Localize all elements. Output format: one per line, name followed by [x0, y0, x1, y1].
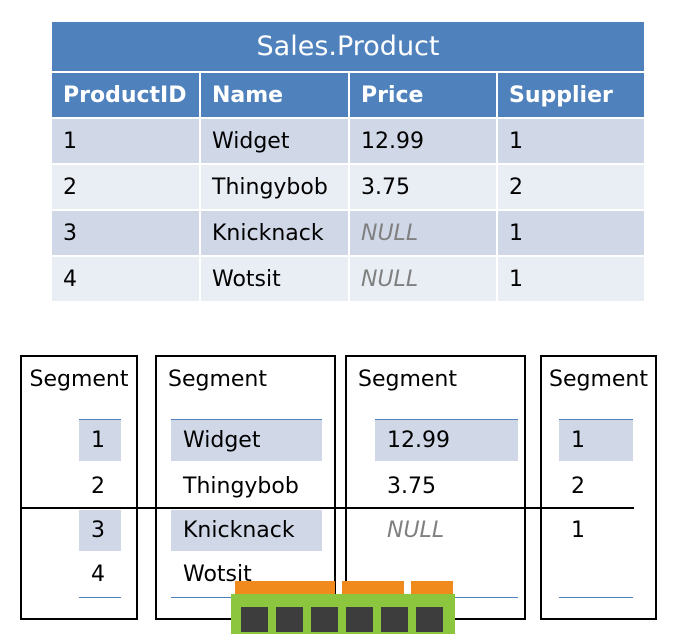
- segment-value: 1: [571, 518, 585, 543]
- chip-cell: [346, 607, 373, 632]
- segment-value: Thingybob: [183, 474, 299, 499]
- table-title: Sales.Product: [49, 20, 647, 73]
- table-cell: 2: [50, 163, 201, 211]
- segment-productid: Segment 1 2 3 4: [20, 355, 138, 620]
- table-cell: Knicknack: [199, 209, 350, 257]
- table-cell: 1: [495, 117, 647, 165]
- table-cell: Widget: [199, 117, 350, 165]
- segment-value: Knicknack: [171, 510, 322, 551]
- segment-value: 1: [559, 420, 633, 461]
- chip-pin: [342, 581, 404, 595]
- table-cell: 2: [495, 163, 647, 211]
- segment-rule: [559, 419, 633, 420]
- rowgroup-divider-line: [20, 507, 634, 509]
- segment-rule: [79, 419, 121, 420]
- segment-rule: [375, 419, 518, 420]
- table-row: 3 Knicknack NULL 1: [50, 209, 647, 257]
- table-cell: 1: [50, 117, 201, 165]
- segment-title: Segment: [29, 367, 129, 392]
- segment-value: 1: [79, 420, 121, 461]
- column-header: Supplier: [495, 71, 647, 119]
- segment-title: Segment: [168, 367, 267, 392]
- segment-price: Segment 12.99 3.75 NULL: [345, 355, 526, 620]
- segment-value: 4: [91, 562, 105, 587]
- product-table: Sales.Product ProductID Name Price Suppl…: [49, 20, 647, 303]
- chip-cell: [241, 607, 268, 632]
- segment-rule: [171, 419, 322, 420]
- segment-rule: [559, 597, 633, 598]
- column-header: ProductID: [50, 71, 201, 119]
- segment-value: Widget: [171, 420, 322, 461]
- chip-cell: [381, 607, 408, 632]
- table-row: 2 Thingybob 3.75 2: [50, 163, 647, 211]
- column-header: Price: [348, 71, 498, 119]
- segment-value: 2: [91, 474, 105, 499]
- segment-value: 3.75: [387, 474, 436, 499]
- segment-supplier: Segment 1 2 1: [540, 355, 657, 620]
- chip-cell: [416, 607, 443, 632]
- table-cell: 4: [50, 255, 201, 303]
- table-row: 4 Wotsit NULL 1: [50, 255, 647, 303]
- segment-value: 2: [571, 474, 585, 499]
- table-cell: 12.99: [348, 117, 498, 165]
- table-cell: Thingybob: [199, 163, 350, 211]
- segment-value: 3: [79, 510, 121, 551]
- segment-rule: [79, 597, 121, 598]
- table-header-row: ProductID Name Price Supplier: [50, 71, 647, 119]
- chip-pin: [235, 581, 335, 595]
- table-cell-null: NULL: [348, 255, 498, 303]
- table-cell: Wotsit: [199, 255, 350, 303]
- table-cell: 3: [50, 209, 201, 257]
- table-cell: 3.75: [348, 163, 498, 211]
- segment-value: 12.99: [375, 420, 518, 461]
- segment-title: Segment: [358, 367, 457, 392]
- chip-pin: [411, 581, 453, 595]
- chip-cell: [311, 607, 338, 632]
- table-title-row: Sales.Product: [49, 20, 647, 73]
- segment-name: Segment Widget Thingybob Knicknack Wotsi…: [155, 355, 336, 620]
- segment-title: Segment: [549, 367, 648, 392]
- column-header: Name: [199, 71, 350, 119]
- segment-value-null: NULL: [387, 518, 445, 543]
- table-cell-null: NULL: [348, 209, 498, 257]
- chip-cell: [276, 607, 303, 632]
- table-row: 1 Widget 12.99 1: [50, 117, 647, 165]
- table-cell: 1: [495, 255, 647, 303]
- table-cell: 1: [495, 209, 647, 257]
